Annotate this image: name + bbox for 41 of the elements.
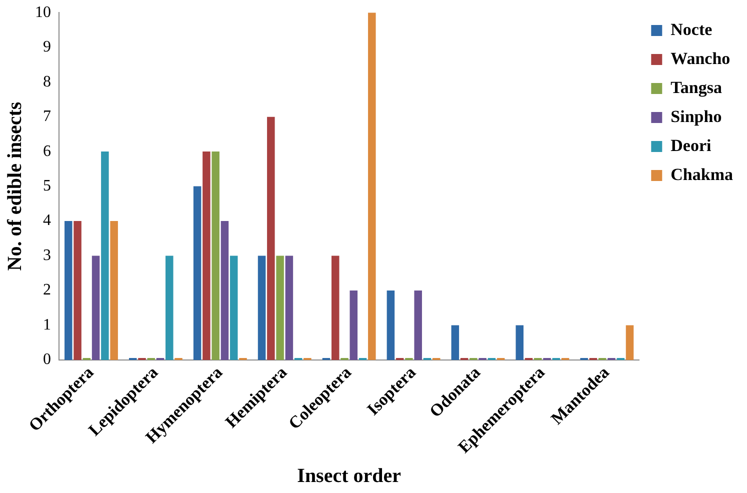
y-tick-label: 3 [43, 246, 51, 264]
bar [230, 256, 238, 360]
bar [166, 256, 174, 360]
bar [202, 152, 210, 360]
y-tick-label: 9 [43, 38, 51, 56]
legend-label: Chakma [670, 164, 734, 184]
legend-label: Nocte [670, 20, 713, 39]
bar [258, 256, 266, 360]
bar [386, 290, 395, 360]
bar [285, 256, 294, 360]
y-tick-label: 6 [43, 142, 51, 160]
bar [267, 116, 275, 360]
bar [193, 186, 202, 360]
bar [74, 221, 82, 360]
legend-label: Deori [670, 136, 712, 155]
bar [220, 221, 229, 360]
bar [331, 256, 340, 360]
bar [101, 152, 109, 360]
y-tick-label: 10 [35, 4, 51, 21]
bar [451, 325, 460, 360]
bar [110, 221, 118, 360]
bar [212, 152, 220, 360]
y-tick-label: 7 [43, 108, 51, 126]
bar [626, 325, 634, 360]
y-tick-label: 4 [43, 212, 51, 230]
y-axis-title: No. of edible insects [4, 102, 26, 271]
y-tick-label: 8 [43, 73, 51, 90]
y-tick-label: 5 [43, 178, 51, 195]
bar [350, 290, 358, 360]
bar [276, 256, 284, 360]
bar [414, 290, 422, 360]
x-axis-title: Insect order [297, 465, 402, 488]
y-tick-label: 2 [43, 282, 51, 299]
y-tick-label: 0 [43, 351, 51, 368]
bar [516, 325, 524, 360]
legend-label: Tangsa [670, 78, 722, 97]
bar [92, 256, 100, 360]
legend-label: Wancho [670, 48, 730, 68]
y-tick-label: 1 [43, 316, 51, 334]
bar [64, 221, 72, 360]
legend-label: Sinpho [670, 106, 722, 126]
